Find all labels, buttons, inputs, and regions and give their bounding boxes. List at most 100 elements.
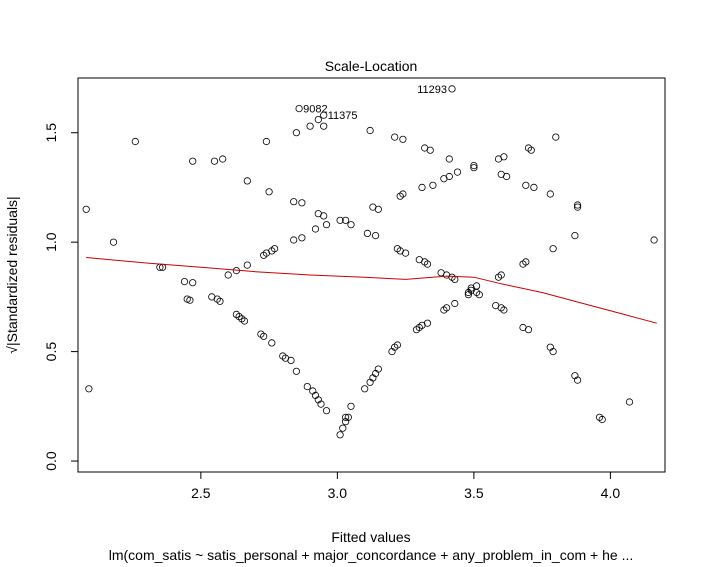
data-point [270,245,279,253]
data-point [216,297,224,305]
x-tick-label: 3.5 [464,485,484,501]
data-point [445,172,453,181]
data-point [320,111,328,119]
data-point [82,205,90,213]
data-point [336,431,344,439]
data-point [322,221,331,229]
data-point [298,234,306,242]
data-point [650,236,658,244]
y-tick-label: 0.5 [43,342,59,362]
data-point [341,413,350,421]
data-point [189,157,197,165]
data-point [445,155,453,163]
data-point [502,172,511,181]
data-point [549,245,557,253]
data-point [265,188,273,196]
data-point [470,164,478,172]
data-point [625,398,634,406]
data-point [429,181,437,189]
data-point [371,232,380,240]
data-point [500,153,508,161]
data-point [546,190,554,198]
data-point [472,282,481,290]
data-point [423,260,432,268]
data-point [287,356,295,364]
data-point [344,413,352,421]
data-point [243,261,251,269]
data-point [366,126,374,135]
data-point [347,402,355,410]
plot-frame [77,77,666,473]
y-axis: 0.0 0.5 1.0 1.5 [43,123,79,471]
data-point [311,225,320,233]
smoother-line [86,257,657,324]
data-point [549,347,557,356]
data-point [418,183,426,191]
data-point [448,85,456,93]
data-point [186,296,194,304]
data-point [298,199,306,207]
data-point [306,122,314,130]
data-point [260,332,268,340]
data-point [374,205,382,213]
data-point [470,162,478,170]
data-point [391,133,399,141]
data-point [290,198,298,206]
data-point [347,221,355,229]
data-point [442,304,451,312]
data-point [497,271,505,279]
x-axis: 2.5 3.0 3.5 4.0 [191,471,620,501]
data-point [268,339,276,347]
x-tick-label: 3.0 [328,485,348,501]
y-axis-label: √|Standardized residuals| [4,196,20,353]
data-point [85,385,93,393]
data-point [552,133,560,141]
data-point [393,341,401,349]
chart-title: Scale-Location [325,58,418,74]
data-point [423,319,432,327]
data-point [527,146,535,154]
data-point [320,122,328,130]
y-tick-label: 1.5 [43,123,59,143]
data-point [339,424,347,432]
y-tick-label: 1.0 [43,232,59,252]
data-point [224,271,232,279]
data-point [598,415,606,424]
data-point [361,385,369,393]
data-point [573,376,582,384]
data-point [180,277,189,286]
data-point [295,105,303,113]
data-point [530,183,538,191]
data-point [453,168,462,176]
data-point [426,146,434,154]
point-label: 11293 [417,84,447,96]
data-point [189,279,197,287]
data-point [573,201,582,209]
x-axis-label: Fitted values [331,529,410,545]
data-point [573,203,582,211]
point-label: 9082 [303,104,327,116]
points-layer [82,85,658,439]
data-point [341,216,350,224]
data-point [292,367,300,375]
x-tick-label: 2.5 [191,485,211,501]
data-point [522,258,530,266]
data-point [131,137,139,146]
data-point [500,306,508,314]
data-point [522,181,530,189]
data-point [451,299,459,308]
data-point [363,229,371,237]
data-point [322,407,331,415]
data-point [303,382,311,391]
data-point [399,190,407,198]
data-point [243,177,251,185]
data-point [399,135,407,143]
data-point [475,291,483,299]
data-point [109,238,118,246]
data-point [240,317,249,325]
data-point [571,232,579,240]
data-point [219,155,227,163]
data-point [374,365,382,373]
